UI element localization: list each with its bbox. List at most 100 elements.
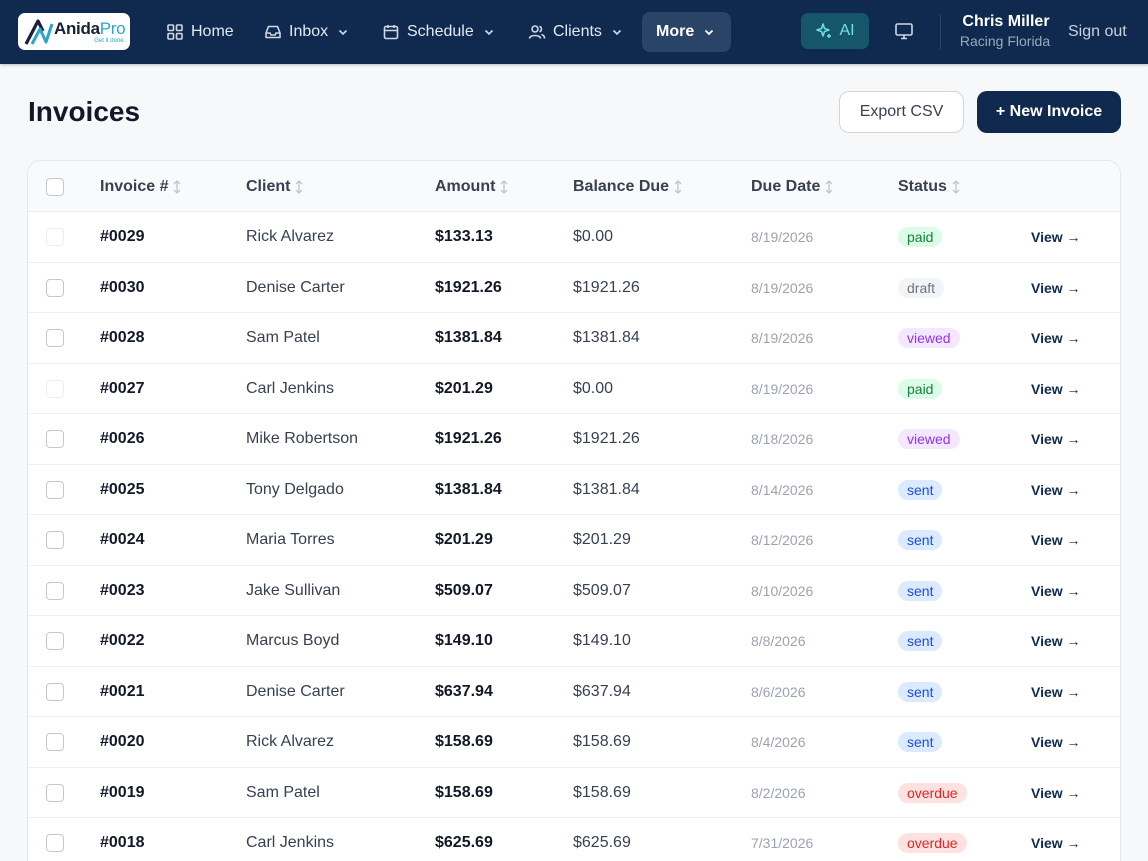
new-invoice-button[interactable]: + New Invoice [977, 91, 1121, 133]
export-csv-button[interactable]: Export CSV [839, 91, 964, 133]
column-invoice-number[interactable]: Invoice # [100, 178, 182, 196]
column-label: Status [898, 178, 947, 195]
view-invoice-link[interactable]: View → [1031, 582, 1081, 599]
invoice-amount: $625.69 [435, 834, 493, 851]
balance-due: $509.07 [573, 581, 631, 599]
chevron-down-icon [484, 29, 493, 36]
row-checkbox[interactable] [46, 834, 64, 852]
client-name: Mike Robertson [246, 430, 359, 447]
row-checkbox[interactable] [46, 430, 64, 448]
client-name: Rick Alvarez [246, 228, 335, 245]
view-invoice-link[interactable]: View → [1031, 633, 1081, 649]
ai-button[interactable]: AI [801, 13, 869, 49]
table-row[interactable]: #0018 Carl Jenkins $625.69 $625.69 7/31/2026… [28, 818, 1120, 861]
due-date: 8/14/2026 [751, 481, 814, 498]
column-label: Client [246, 178, 291, 195]
table-row[interactable]: #0026 Mike Robertson $1921.26 $1921.26 8/18/… [28, 414, 1120, 465]
view-invoice-link[interactable]: View → [1031, 431, 1081, 447]
view-invoice-link[interactable]: View → [1031, 683, 1081, 700]
table-row[interactable]: #0024 Maria Torres $201.29 $201.29 8/12/2026… [28, 515, 1120, 566]
status-badge: viewed [898, 429, 960, 449]
row-checkbox[interactable] [46, 329, 64, 347]
balance-due: $625.69 [573, 834, 631, 851]
invoice-number: #0030 [100, 278, 145, 296]
view-invoice-link[interactable]: View → [1031, 532, 1081, 548]
view-invoice-link[interactable]: View → [1031, 380, 1081, 397]
row-checkbox[interactable] [46, 733, 64, 751]
balance-due: $158.69 [573, 783, 631, 801]
table-row[interactable]: #0028 Sam Patel $1381.84 $1381.84 8/19/2026 v… [28, 313, 1120, 364]
table-row[interactable]: #0022 Marcus Boyd $149.10 $149.10 8/8/2026 se… [28, 616, 1120, 667]
table-row[interactable]: #0021 Denise Carter $637.94 $637.94 8/6/2026… [28, 667, 1120, 717]
view-invoice-link[interactable]: View → [1031, 734, 1081, 750]
inbox-icon [265, 25, 281, 39]
logo-mark-icon [24, 18, 54, 45]
status-badge: sent [898, 631, 943, 651]
app-logo[interactable]: AnidaPro Get it done. [18, 13, 130, 50]
row-checkbox[interactable] [46, 632, 64, 650]
top-nav: AnidaPro Get it done. Home Inbox Schedul… [0, 0, 1148, 64]
status-badge: paid [898, 378, 943, 399]
row-checkbox[interactable] [46, 228, 64, 246]
view-invoice-link[interactable]: View → [1031, 784, 1081, 801]
column-due-date[interactable]: Due Date [751, 178, 834, 196]
nav-clients[interactable]: Clients [520, 12, 631, 52]
row-checkbox[interactable] [46, 379, 64, 398]
row-checkbox[interactable] [46, 531, 64, 549]
view-invoice-link[interactable]: View → [1031, 835, 1081, 851]
client-name: Rick Alvarez [246, 733, 335, 750]
user-name[interactable]: Chris Miller [962, 13, 1050, 30]
invoice-amount: $1921.26 [435, 430, 502, 447]
nav-more-label: More [656, 23, 695, 40]
nav-schedule-label: Schedule [407, 23, 474, 40]
due-date: 8/4/2026 [751, 734, 806, 750]
row-checkbox[interactable] [46, 581, 64, 600]
invoice-number: #0022 [100, 632, 145, 649]
status-badge: sent [898, 732, 943, 752]
sort-icon [174, 180, 181, 194]
table-row[interactable]: #0020 Rick Alvarez $158.69 $158.69 8/4/2026 s… [28, 717, 1120, 768]
nav-inbox[interactable]: Inbox [256, 12, 357, 52]
view-invoice-link[interactable]: View → [1031, 481, 1081, 498]
balance-due: $1921.26 [573, 430, 640, 447]
invoices-table: Invoice # Client Amount Balance Due Due … [27, 160, 1121, 861]
nav-schedule[interactable]: Schedule [374, 12, 503, 52]
invoice-amount: $201.29 [435, 531, 493, 548]
select-all-checkbox[interactable] [46, 178, 64, 196]
table-row[interactable]: #0030 Denise Carter $1921.26 $1921.26 8/19/2… [28, 263, 1120, 313]
client-name: Denise Carter [246, 682, 345, 700]
column-client[interactable]: Client [246, 178, 304, 196]
balance-due: $0.00 [573, 379, 614, 397]
row-checkbox[interactable] [46, 783, 64, 802]
monitor-icon[interactable] [893, 21, 915, 41]
invoice-number: #0020 [100, 733, 145, 750]
column-amount[interactable]: Amount [435, 178, 509, 196]
table-row[interactable]: #0025 Tony Delgado $1381.84 $1381.84 8/14/20… [28, 465, 1120, 515]
invoice-number: #0029 [100, 228, 145, 245]
nav-more[interactable]: More [642, 12, 731, 52]
table-row[interactable]: #0019 Sam Patel $158.69 $158.69 8/2/2026 over… [28, 768, 1120, 818]
client-name: Denise Carter [246, 278, 345, 296]
row-checkbox[interactable] [46, 480, 64, 499]
column-balance-due[interactable]: Balance Due [573, 178, 683, 196]
table-row[interactable]: #0023 Jake Sullivan $509.07 $509.07 8/10/202… [28, 566, 1120, 616]
invoice-amount: $1921.26 [435, 278, 502, 296]
column-label: Balance Due [573, 178, 670, 195]
invoice-number: #0021 [100, 682, 145, 700]
column-status[interactable]: Status [898, 178, 961, 196]
view-invoice-link[interactable]: View → [1031, 330, 1081, 346]
view-invoice-link[interactable]: View → [1031, 229, 1081, 245]
invoice-amount: $158.69 [435, 733, 493, 750]
row-checkbox[interactable] [46, 682, 64, 701]
row-checkbox[interactable] [46, 278, 64, 297]
nav-home[interactable]: Home [158, 12, 242, 52]
view-invoice-link[interactable]: View → [1031, 279, 1081, 296]
table-row[interactable]: #0029 Rick Alvarez $133.13 $0.00 8/19/2026 pa… [28, 212, 1120, 263]
balance-due: $201.29 [573, 531, 631, 548]
table-row[interactable]: #0027 Carl Jenkins $201.29 $0.00 8/19/2026 pa… [28, 364, 1120, 414]
page-title: Invoices [28, 96, 141, 127]
nav-inbox-label: Inbox [289, 23, 329, 40]
client-name: Marcus Boyd [246, 632, 340, 649]
sign-out-link[interactable]: Sign out [1068, 23, 1127, 40]
invoice-amount: $149.10 [435, 632, 493, 649]
